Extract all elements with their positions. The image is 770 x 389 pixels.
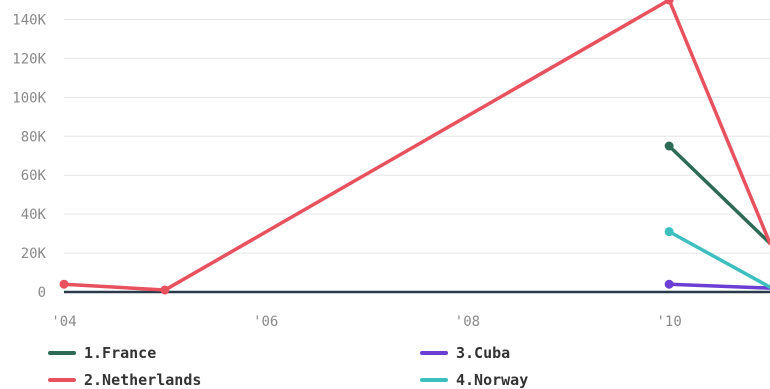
x-tick-label: '06	[253, 314, 278, 330]
x-tick-label: '04	[51, 314, 76, 330]
x-tick-label: '08	[455, 314, 480, 330]
series-line-1	[667, 144, 770, 246]
legend-swatch-france	[48, 351, 76, 355]
legend-swatch-netherlands	[48, 378, 76, 382]
y-tick-label: 60K	[21, 168, 47, 184]
legend-item-norway[interactable]: 4.Norway	[420, 371, 528, 389]
series-line-3	[667, 282, 770, 290]
data-point-3	[664, 279, 674, 289]
series-line-4	[667, 229, 770, 289]
data-point-4	[664, 227, 674, 237]
legend-item-netherlands[interactable]: 2.Netherlands	[48, 371, 201, 389]
y-tick-label: 20K	[21, 246, 47, 262]
data-point-2	[160, 285, 170, 295]
legend: 1.France 2.Netherlands 3.Cuba 4.Norway	[0, 340, 770, 389]
y-tick-label: 40K	[21, 207, 47, 223]
legend-label-france: 1.France	[84, 344, 157, 362]
legend-label-cuba: 3.Cuba	[456, 344, 511, 362]
y-tick-label: 0	[38, 285, 46, 301]
line-chart: 0 20K 40K 60K 80K 100K 120K 140K '04 '06 '08 '10	[12, 0, 770, 330]
legend-swatch-norway	[420, 378, 448, 382]
legend-swatch-cuba	[420, 351, 448, 355]
legend-label-netherlands: 2.Netherlands	[84, 371, 202, 389]
x-tick-label: '10	[656, 314, 681, 330]
y-tick-label: 80K	[21, 129, 47, 145]
series-line-2	[62, 0, 770, 292]
y-tick-label: 120K	[12, 51, 46, 67]
legend-item-france[interactable]: 1.France	[48, 344, 156, 362]
legend-label-norway: 4.Norway	[456, 371, 529, 389]
y-tick-label: 100K	[12, 90, 46, 106]
legend-item-cuba[interactable]: 3.Cuba	[420, 344, 510, 362]
data-point-2	[59, 279, 69, 289]
data-point-2	[664, 0, 674, 5]
data-point-1	[664, 141, 674, 151]
y-tick-label: 140K	[12, 12, 46, 28]
